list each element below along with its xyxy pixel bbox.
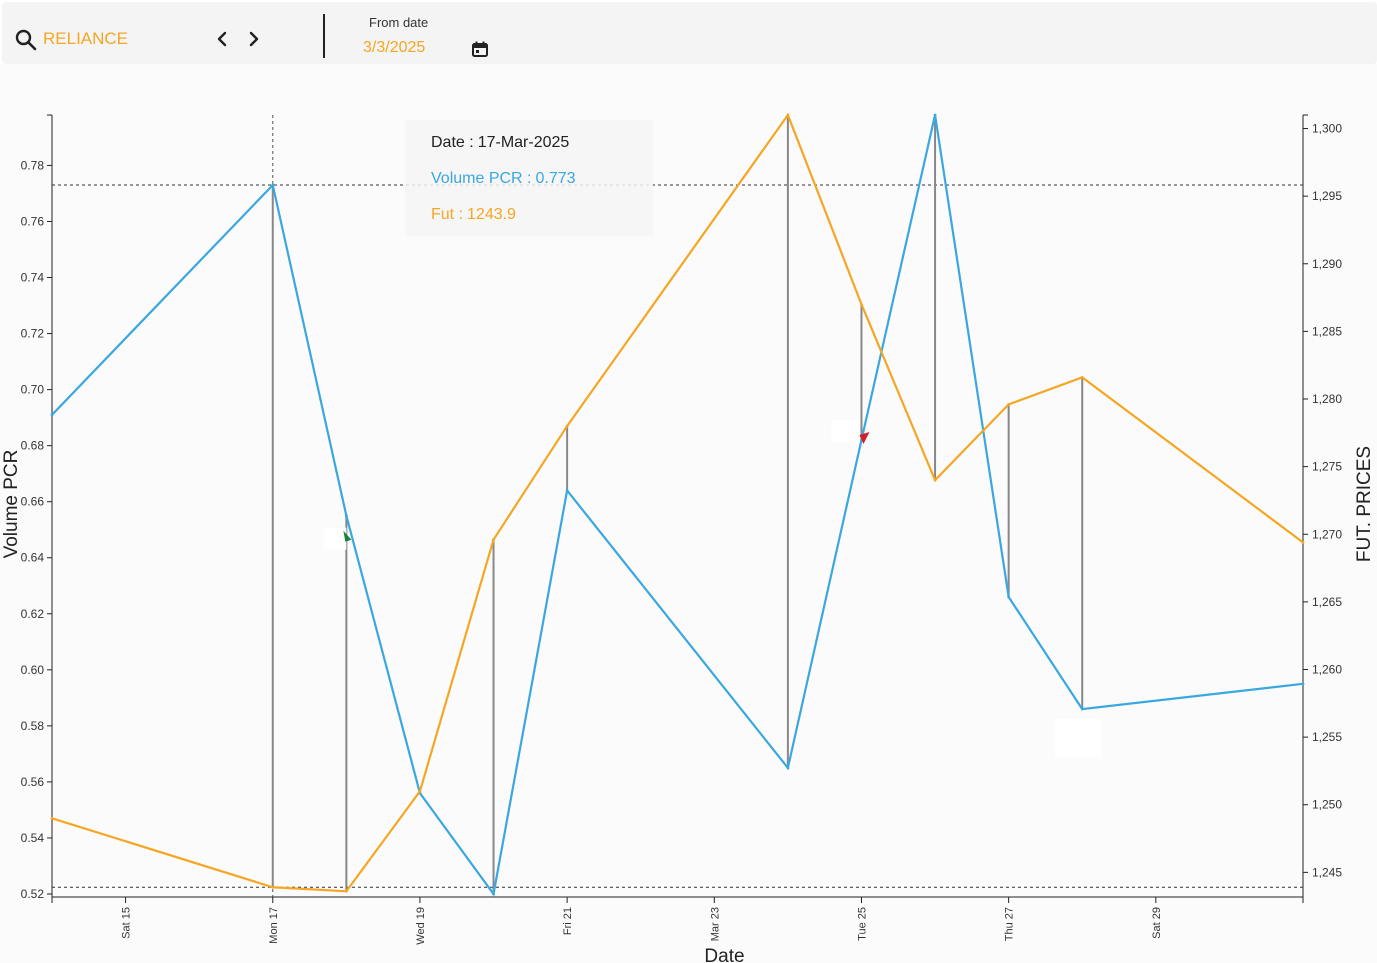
- fut-point: [786, 113, 790, 117]
- y-left-tick-label: 0.64: [21, 551, 45, 565]
- x-tick-label: Thu 27: [1004, 907, 1016, 941]
- fut-point: [344, 889, 348, 893]
- y-left-tick-label: 0.70: [21, 383, 45, 397]
- y-left-tick-label: 0.76: [21, 214, 45, 228]
- fut-point: [565, 424, 569, 428]
- toolbar: RELIANCE From date 3/3/2025: [2, 2, 1377, 64]
- fut-point: [271, 885, 275, 889]
- y-left-tick-label: 0.56: [21, 775, 45, 789]
- y-right-tick-label: 1,280: [1312, 392, 1342, 406]
- empty-badge: [1055, 719, 1102, 757]
- y-right-tick-label: 1,285: [1312, 324, 1342, 338]
- pcr-point: [1301, 682, 1305, 686]
- x-tick-label: Tue 25: [856, 907, 868, 941]
- signal-down-marker: [859, 432, 870, 445]
- y-right-tick-label: 1,250: [1312, 798, 1342, 812]
- y-right-tick-label: 1,290: [1312, 257, 1342, 271]
- tooltip-fut: Fut :1243.9: [431, 206, 516, 223]
- pcr-point: [492, 892, 495, 896]
- signal-badge: [324, 527, 347, 550]
- x-tick-label: Fri 21: [562, 907, 574, 935]
- pcr-line: [51, 114, 1304, 897]
- y-right-tick-label: 1,255: [1312, 730, 1342, 744]
- x-tick-label: Mon 17: [268, 907, 280, 944]
- x-axis-title: Date: [704, 946, 744, 963]
- x-tick-label: Mar 23: [709, 907, 721, 941]
- y-left-tick-label: 0.62: [21, 607, 45, 621]
- y-left-tick-label: 0.74: [21, 271, 45, 285]
- fut-point: [1080, 375, 1084, 379]
- fut-point: [1007, 403, 1011, 406]
- pcr-point: [1080, 707, 1084, 711]
- x-tick-label: Wed 19: [415, 907, 427, 945]
- pcr-point: [1007, 595, 1011, 599]
- y-right-tick-label: 1,300: [1312, 122, 1342, 136]
- from-date-input[interactable]: 3/3/2025: [363, 39, 426, 56]
- y-right-axis-title: FUT. PRICES: [1354, 446, 1375, 562]
- x-tick-label: Sat 15: [121, 907, 133, 939]
- from-date-label: From date: [369, 15, 429, 30]
- y-right-tick-label: 1,275: [1312, 460, 1342, 474]
- y-left-tick-label: 0.52: [21, 887, 45, 901]
- pcr-point: [271, 183, 275, 187]
- chevron-right-icon[interactable]: [242, 26, 266, 52]
- y-left-axis-title: Volume PCR: [1, 450, 22, 559]
- y-left-tick-label: 0.58: [21, 719, 45, 733]
- fut-point: [50, 816, 54, 820]
- y-left-tick-label: 0.66: [21, 495, 45, 509]
- pcr-point: [344, 514, 348, 518]
- pcr-point: [50, 413, 54, 417]
- fut-point: [1301, 540, 1305, 544]
- y-right-tick-label: 1,295: [1312, 189, 1342, 203]
- y-right-tick-label: 1,260: [1312, 662, 1342, 676]
- fut-line: [51, 112, 1304, 893]
- toolbar-divider: [323, 14, 325, 58]
- chart-area[interactable]: [0, 64, 1377, 963]
- x-tick-label: Sat 29: [1151, 907, 1163, 939]
- chart-tooltip: Date :17-Mar-2025 Volume PCR :0.773 Fut …: [405, 120, 653, 236]
- fut-point: [418, 789, 422, 793]
- y-left-tick-label: 0.54: [21, 831, 45, 845]
- pcr-point: [786, 766, 790, 770]
- y-left-tick-label: 0.60: [21, 663, 45, 677]
- chevron-left-icon[interactable]: [210, 26, 234, 52]
- pcr-point: [933, 113, 937, 117]
- y-left-tick-label: 0.68: [21, 439, 45, 453]
- y-right-tick-label: 1,245: [1312, 865, 1342, 879]
- fut-point: [933, 478, 937, 482]
- fut-point: [860, 302, 863, 306]
- signal-up-marker: [343, 530, 352, 542]
- tooltip-date: Date :17-Mar-2025: [431, 134, 570, 151]
- y-right-tick-label: 1,265: [1312, 595, 1342, 609]
- tooltip-pcr: Volume PCR :0.773: [431, 170, 576, 187]
- pcr-point: [565, 489, 569, 492]
- signal-badge: [831, 420, 860, 443]
- y-left-tick-label: 0.72: [21, 327, 45, 341]
- y-left-tick-label: 0.78: [21, 158, 45, 172]
- y-right-tick-label: 1,270: [1312, 527, 1342, 541]
- search-icon[interactable]: [14, 28, 38, 52]
- fut-point: [492, 538, 495, 542]
- calendar-icon[interactable]: [471, 40, 489, 58]
- symbol-input[interactable]: RELIANCE: [43, 29, 129, 48]
